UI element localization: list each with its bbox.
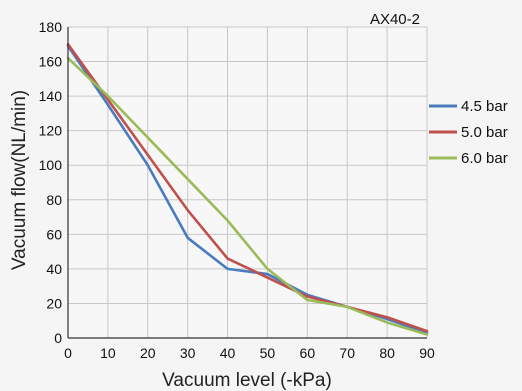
x-tick-label: 90 (419, 345, 435, 361)
y-tick-label: 80 (46, 192, 62, 208)
chart-annotation: AX40-2 (370, 11, 420, 28)
legend-label: 5.0 bar (461, 124, 508, 141)
x-tick-label: 70 (339, 345, 355, 361)
legend-label: 6.0 bar (461, 150, 508, 167)
x-tick-label: 80 (379, 345, 395, 361)
x-tick-label: 30 (180, 345, 196, 361)
x-tick-label: 60 (300, 345, 316, 361)
tick-labels: 0 10 20 30 40 50 60 70 80 90 0 20 40 60 80 100 120 140 160… (39, 19, 435, 361)
y-tick-label: 0 (54, 330, 62, 346)
y-axis-title: Vacuum flow(NL/min) (9, 90, 30, 270)
legend: 4.5 bar 5.0 bar 6.0 bar (429, 98, 508, 167)
y-tick-label: 40 (46, 261, 62, 277)
x-axis-title: Vacuum level (-kPa) (162, 370, 332, 391)
y-tick-label: 120 (39, 123, 63, 139)
y-tick-label: 20 (46, 295, 62, 311)
x-tick-label: 0 (64, 345, 72, 361)
axes (67, 27, 427, 339)
x-tick-label: 20 (140, 345, 156, 361)
legend-label: 4.5 bar (461, 98, 508, 115)
y-tick-label: 180 (39, 19, 63, 35)
x-tick-label: 40 (220, 345, 236, 361)
series-line (66, 56, 429, 336)
series-line (66, 42, 429, 333)
y-tick-label: 100 (39, 157, 63, 173)
y-tick-label: 160 (39, 54, 63, 70)
x-tick-label: 50 (260, 345, 276, 361)
plot-background (68, 27, 427, 338)
y-tick-label: 60 (46, 226, 62, 242)
y-tick-label: 140 (39, 88, 63, 104)
series-lines (66, 42, 429, 336)
x-tick-label: 10 (100, 345, 116, 361)
grid (67, 26, 428, 339)
